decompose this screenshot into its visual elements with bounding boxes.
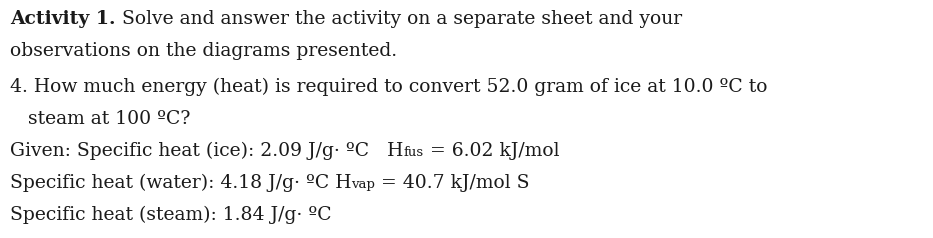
Text: steam at 100 ºC?: steam at 100 ºC?: [10, 110, 190, 128]
Text: Specific heat (steam): 1.84 J/g· ºC: Specific heat (steam): 1.84 J/g· ºC: [10, 206, 331, 224]
Text: vap: vap: [352, 178, 375, 191]
Text: Specific heat (water): 4.18 J/g· ºC H: Specific heat (water): 4.18 J/g· ºC H: [10, 174, 352, 192]
Text: Solve and answer the activity on a separate sheet and your: Solve and answer the activity on a separ…: [116, 10, 682, 28]
Text: = 40.7 kJ/mol S: = 40.7 kJ/mol S: [375, 174, 530, 192]
Text: = 6.02 kJ/mol: = 6.02 kJ/mol: [424, 142, 559, 160]
Text: 4. How much energy (heat) is required to convert 52.0 gram of ice at 10.0 ºC to: 4. How much energy (heat) is required to…: [10, 78, 768, 96]
Text: Activity 1.: Activity 1.: [10, 10, 116, 28]
Text: Given: Specific heat (ice): 2.09 J/g· ºC   H: Given: Specific heat (ice): 2.09 J/g· ºC…: [10, 142, 403, 160]
Text: observations on the diagrams presented.: observations on the diagrams presented.: [10, 42, 397, 60]
Text: fus: fus: [403, 146, 424, 159]
